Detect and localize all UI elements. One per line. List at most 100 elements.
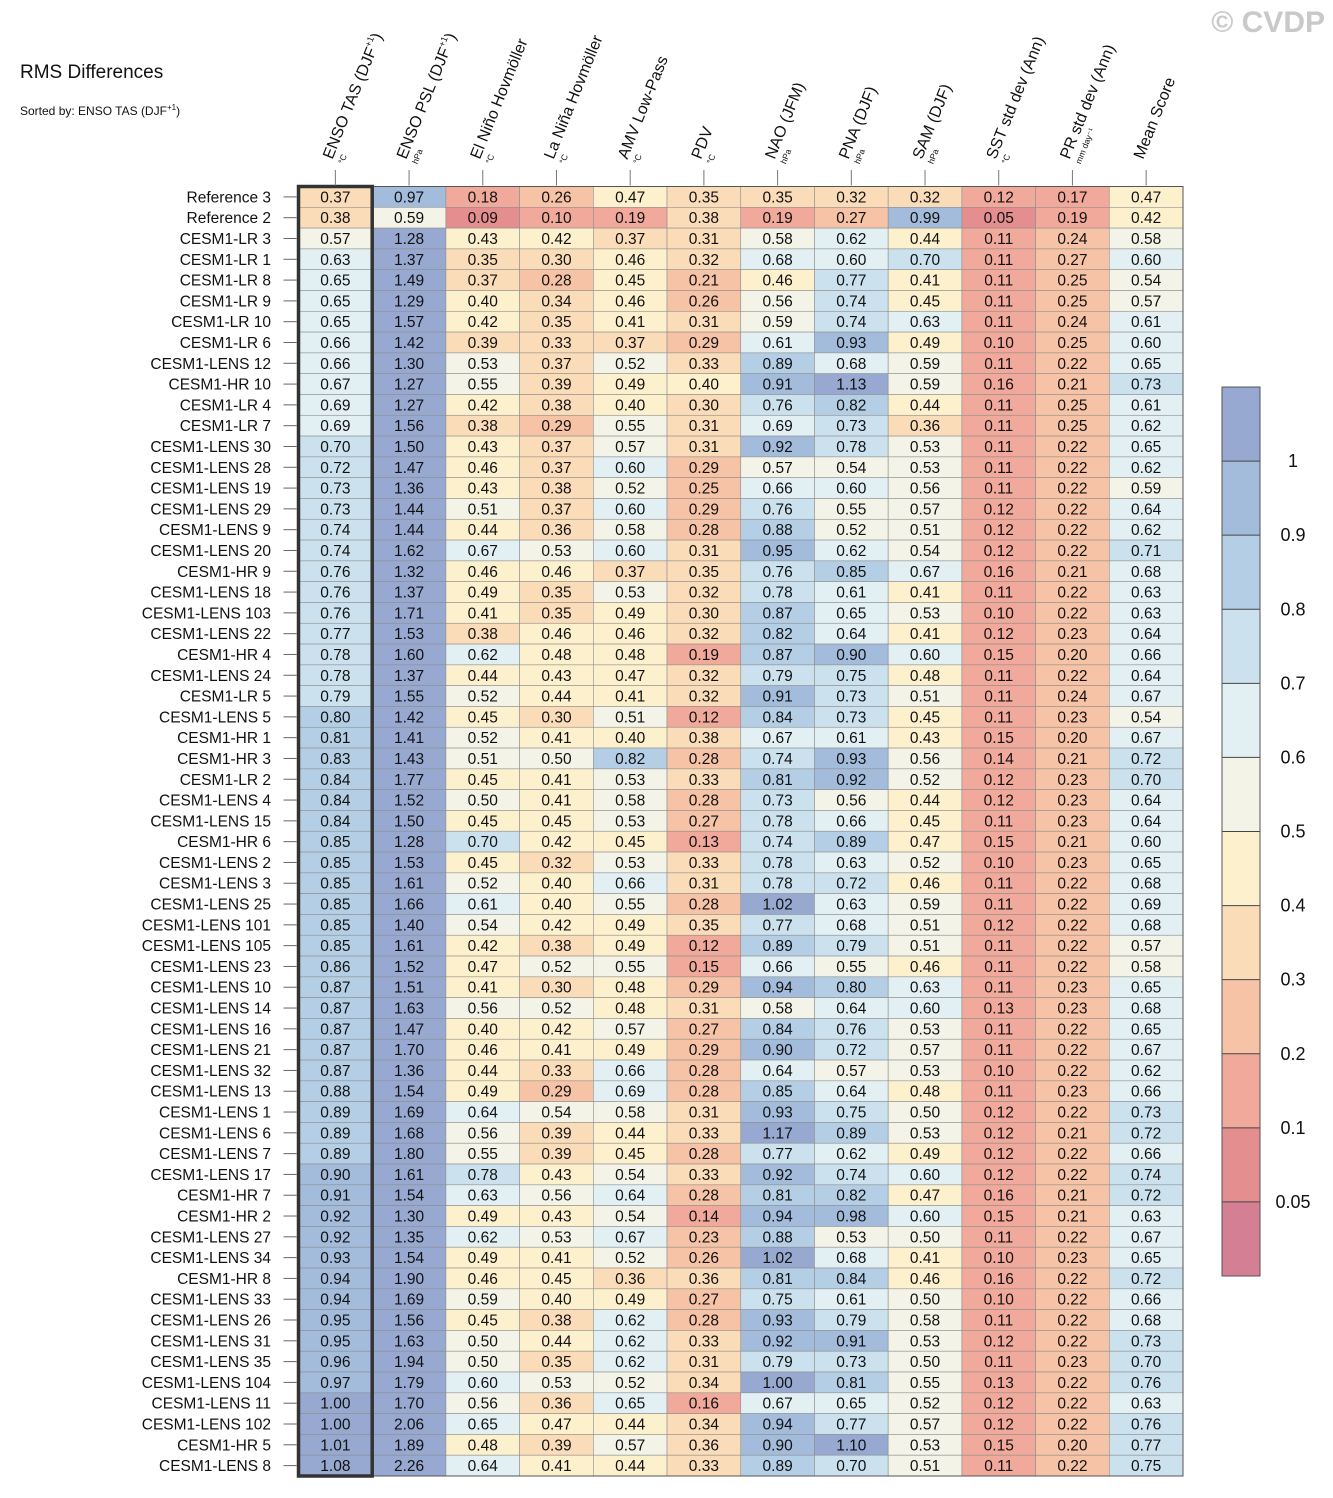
colorbar-tick-label: 0.1 — [1280, 1118, 1305, 1138]
cell-value-label: 0.52 — [615, 1375, 645, 1392]
cell-value-label: 0.72 — [1131, 1188, 1161, 1205]
cell-value-label: 0.31 — [689, 439, 719, 456]
cell-value-label: 0.72 — [836, 876, 866, 893]
cell-value-label: 0.62 — [615, 1333, 645, 1350]
cell-value-label: 0.55 — [615, 418, 645, 435]
cell-value-label: 0.53 — [910, 1437, 940, 1454]
cell-value-label: 0.53 — [615, 855, 645, 872]
cell-value-label: 0.78 — [763, 855, 793, 872]
cell-value-label: 0.67 — [320, 377, 350, 394]
cell-value-label: 0.44 — [541, 1333, 572, 1350]
cell-value-label: 0.45 — [468, 1313, 498, 1330]
cell-value-label: 0.82 — [763, 626, 793, 643]
cell-value-label: 0.15 — [984, 730, 1014, 747]
cell-value-label: 0.35 — [541, 585, 571, 602]
cell-value-label: 0.27 — [836, 210, 866, 227]
cell-value-label: 0.67 — [468, 543, 498, 560]
cell-value-label: 0.24 — [1057, 314, 1088, 331]
cell-value-label: 0.38 — [689, 730, 719, 747]
cell-value-label: 0.22 — [1057, 460, 1087, 477]
column-unit-label: °C — [557, 153, 570, 166]
cell-value-label: 0.62 — [1131, 418, 1161, 435]
cell-value-label: 0.54 — [836, 460, 867, 477]
cell-value-label: 0.27 — [689, 1021, 719, 1038]
cell-value-label: 0.10 — [984, 1292, 1015, 1309]
cell-value-label: 0.75 — [836, 1105, 866, 1122]
cell-value-label: 0.52 — [541, 1001, 571, 1018]
cell-value-label: 0.33 — [689, 855, 719, 872]
cell-value-label: 0.87 — [763, 605, 793, 622]
cell-value-label: 0.64 — [1131, 813, 1162, 830]
cell-value-label: 0.64 — [615, 1188, 646, 1205]
cell-value-label: 0.62 — [836, 543, 866, 560]
cell-value-label: 0.59 — [910, 356, 940, 373]
cell-value-label: 0.25 — [1057, 273, 1087, 290]
cell-value-label: 1.36 — [394, 1063, 424, 1080]
cell-value-label: 0.64 — [1131, 626, 1162, 643]
column-header: Mean Score — [1131, 75, 1179, 161]
cell-value-label: 0.30 — [541, 252, 572, 269]
colorbar-tick-label: 0.3 — [1280, 970, 1305, 990]
cell-value-label: 0.99 — [910, 210, 940, 227]
cell-value-label: 0.74 — [320, 543, 351, 560]
colorbar-tick-label: 0.2 — [1280, 1044, 1305, 1064]
cell-value-label: 0.19 — [763, 210, 793, 227]
cell-value-label: 0.59 — [910, 377, 940, 394]
cell-value-label: 0.15 — [984, 834, 1014, 851]
cell-value-label: 0.73 — [763, 793, 793, 810]
cell-value-label: 0.81 — [763, 1271, 793, 1288]
cell-value-label: 0.97 — [394, 189, 424, 206]
cell-value-label: 0.68 — [1131, 1313, 1161, 1330]
cell-value-label: 0.42 — [541, 1021, 571, 1038]
cell-value-label: 0.10 — [984, 855, 1015, 872]
cell-value-label: 0.95 — [320, 1333, 350, 1350]
cell-value-label: 0.52 — [615, 1250, 645, 1267]
cell-value-label: 0.65 — [615, 1396, 645, 1413]
cell-value-label: 0.65 — [320, 293, 350, 310]
cell-value-label: 0.33 — [689, 772, 719, 789]
row-label: CESM1-HR 9 — [177, 564, 271, 581]
cell-value-label: 1.56 — [394, 1313, 424, 1330]
column-header-main: ENSO TAS (DJF — [320, 45, 380, 161]
chart-title: RMS Differences — [20, 62, 164, 83]
cell-value-label: 0.92 — [763, 1167, 793, 1184]
cell-value-label: 0.79 — [836, 1313, 866, 1330]
cell-value-label: 0.27 — [689, 1292, 719, 1309]
cell-value-label: 0.72 — [836, 1042, 866, 1059]
cell-value-label: 2.26 — [394, 1458, 424, 1475]
cell-value-label: 0.51 — [615, 709, 645, 726]
cell-value-label: 0.43 — [541, 1167, 571, 1184]
row-label: CESM1-LR 7 — [180, 418, 271, 435]
cell-value-label: 0.81 — [763, 772, 793, 789]
row-label: CESM1-HR 2 — [177, 1209, 271, 1226]
cell-value-label: 0.59 — [1131, 481, 1161, 498]
row-label: CESM1-LR 4 — [180, 397, 272, 414]
cell-value-label: 1.61 — [394, 1167, 424, 1184]
cell-value-label: 0.89 — [763, 938, 793, 955]
cell-value-label: 0.57 — [910, 1417, 940, 1434]
row-label: CESM1-LENS 10 — [150, 980, 271, 997]
cell-value-label: 0.66 — [763, 481, 793, 498]
cell-value-label: 0.61 — [836, 1292, 866, 1309]
cell-value-label: 0.11 — [984, 585, 1013, 602]
sorted-column-highlight — [296, 184, 374, 1478]
cell-value-label: 0.94 — [320, 1271, 351, 1288]
cell-value-label: 0.16 — [984, 1271, 1014, 1288]
cell-value-label: 0.45 — [615, 834, 645, 851]
cell-value-label: 0.41 — [541, 730, 571, 747]
cell-value-label: 0.49 — [468, 1209, 498, 1226]
cell-value-label: 0.11 — [984, 1021, 1013, 1038]
cell-value-label: 0.30 — [541, 980, 572, 997]
cell-value-label: 0.12 — [984, 793, 1014, 810]
cell-value-label: 0.11 — [984, 481, 1013, 498]
cell-value-label: 0.38 — [320, 210, 350, 227]
colorbar-tick-label: 0.8 — [1280, 599, 1305, 619]
cell-value-label: 0.31 — [689, 1354, 719, 1371]
cell-value-label: 1.29 — [394, 293, 424, 310]
cell-value-label: 0.74 — [836, 1167, 867, 1184]
cell-value-label: 0.23 — [1057, 813, 1087, 830]
cell-value-label: 1.44 — [394, 501, 425, 518]
cell-value-label: 0.85 — [320, 938, 350, 955]
cell-value-label: 0.70 — [468, 834, 499, 851]
cell-value-label: 0.38 — [541, 397, 571, 414]
